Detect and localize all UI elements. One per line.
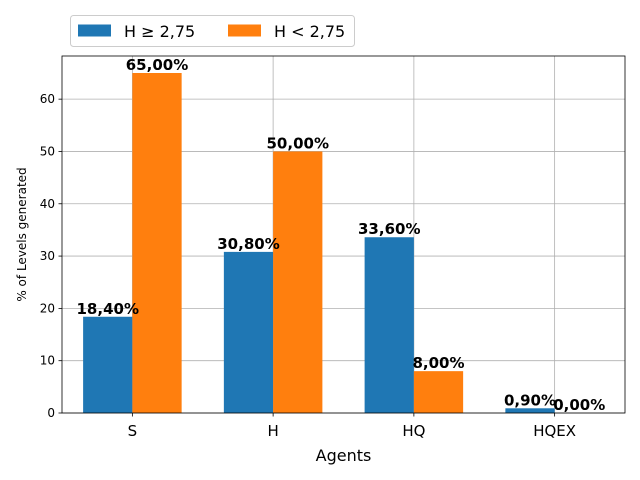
data-label: 0,00% (553, 396, 605, 414)
x-tick-label-s: S (128, 422, 138, 440)
legend-swatch (78, 24, 111, 37)
plot-frame (61, 55, 626, 414)
legend-label: H ≥ 2,75 (124, 22, 195, 41)
data-labels: 18,40% 30,80% 33,60% 0,90% 65,00% 50,00% 8,00%… (77, 56, 606, 414)
y-tick-label: 40 (40, 197, 55, 211)
data-label: 30,80% (217, 235, 279, 253)
x-tick-label-hqex: HQEX (533, 422, 576, 440)
legend-box (70, 15, 355, 47)
x-tick-label-h: H (267, 422, 278, 440)
bar-h-lt-s (132, 73, 182, 413)
y-tick-label: 10 (40, 354, 55, 368)
x-axis-title: Agents (316, 446, 372, 465)
bar-h-lt-hq (413, 371, 464, 413)
y-tick-label: 20 (40, 301, 55, 315)
legend-swatch (228, 24, 261, 37)
y-tick-label: 60 (40, 92, 55, 106)
data-label: 18,40% (77, 300, 139, 318)
data-label: 8,00% (412, 354, 464, 372)
data-label: 0,90% (504, 391, 556, 409)
bar-h-ge-h (223, 251, 274, 413)
data-label: 50,00% (267, 134, 329, 152)
bar-h-ge-hqex (505, 408, 555, 413)
axes: 0 10 20 30 40 50 60 S H HQ HQEX (40, 55, 626, 440)
y-axis-title: % of Levels generated (15, 167, 29, 301)
data-label: 65,00% (126, 56, 188, 74)
bar-h-ge-s (83, 316, 133, 413)
y-tick-label: 0 (47, 406, 55, 420)
y-tick-label: 30 (40, 249, 55, 263)
y-tick-label: 50 (40, 144, 55, 158)
legend-label: H < 2,75 (274, 22, 345, 41)
bars (83, 73, 555, 413)
bar-h-lt-h (273, 151, 323, 413)
data-label: 33,60% (358, 220, 420, 238)
bar-h-ge-hq (364, 237, 414, 413)
legend[interactable]: H ≥ 2,75 H < 2,75 (70, 15, 355, 47)
x-tick-label-hq: HQ (402, 422, 425, 440)
